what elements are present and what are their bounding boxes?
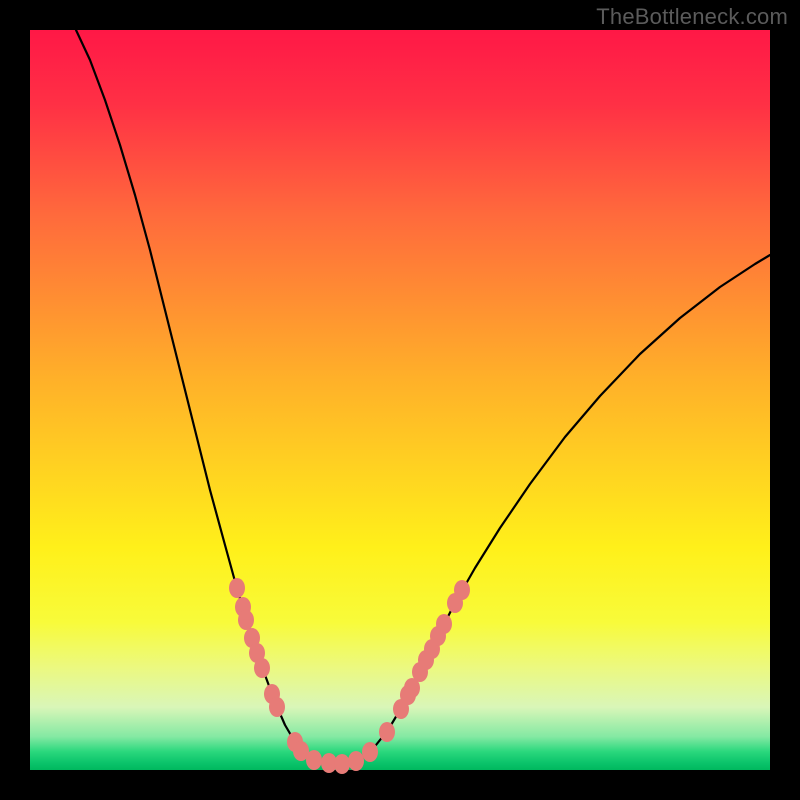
- data-marker: [348, 751, 364, 771]
- data-marker: [229, 578, 245, 598]
- data-marker: [306, 750, 322, 770]
- data-marker: [362, 742, 378, 762]
- data-marker: [379, 722, 395, 742]
- data-marker: [269, 697, 285, 717]
- data-marker: [436, 614, 452, 634]
- data-marker: [334, 754, 350, 774]
- chart-frame: TheBottleneck.com: [0, 0, 800, 800]
- data-marker: [238, 610, 254, 630]
- data-marker: [254, 658, 270, 678]
- chart-svg: [0, 0, 800, 800]
- data-marker: [454, 580, 470, 600]
- plot-area: [30, 30, 770, 770]
- watermark-text: TheBottleneck.com: [596, 4, 788, 30]
